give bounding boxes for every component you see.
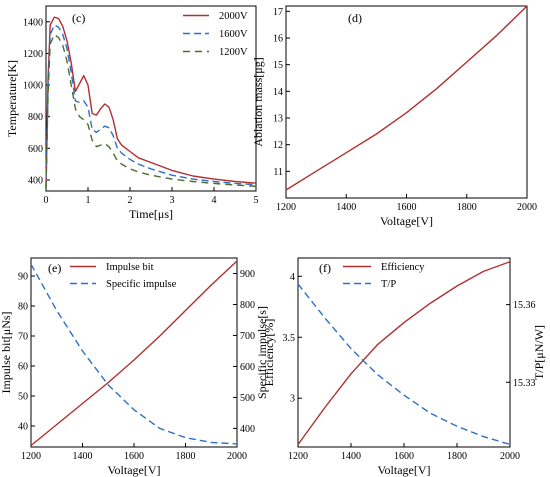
y-tick-label-f: 3 [290,394,295,405]
x-tick-label-c: 5 [254,195,259,206]
x-tick-label-d: 1200 [276,202,296,213]
y-tick-label-d: 16 [273,34,283,45]
x-axis-label-d: Voltage[V] [380,214,433,228]
x-tick-label-f: 1200 [288,451,308,462]
y-tick-label-d: 15 [273,60,283,71]
y-right-tick-label-e: 800 [240,300,255,311]
y-tick-label-e: 90 [18,272,28,283]
x-tick-label-c: 1 [86,195,91,206]
x-tick-label-f: 1600 [394,451,414,462]
series-line-f-0 [297,261,511,446]
x-tick-label-c: 2 [128,195,133,206]
y-tick-label-e: 60 [18,362,28,373]
y-right-tick-label-e: 900 [240,269,255,280]
series-line-d-0 [285,5,528,191]
x-tick-label-e: 2000 [227,451,247,462]
y-tick-label-c: 1400 [23,17,43,28]
panel-d: 1200 1400 1600 1800 2000 11 12 13 14 15 16 17 Voltag… [251,5,537,228]
y-tick-label-c: 400 [28,175,43,186]
plot-frame-d [285,5,528,199]
y-tick-label-d: 17 [273,7,283,18]
x-axis-label-c: Time[μs] [129,207,173,221]
y-tick-label-e: 70 [18,332,28,343]
y-tick-label-d: 13 [273,114,283,125]
panel-label-c: (c) [72,11,85,25]
x-tick-label-c: 0 [44,195,49,206]
legend-entry-e-0: Impulse bit [106,262,154,273]
y-right-tick-label-e: 600 [240,362,255,373]
x-tick-label-d: 1600 [397,202,417,213]
x-tick-label-e: 1600 [124,451,144,462]
y-tick-label-f: 3.5 [283,333,296,344]
y-right-tick-label-f: 15.33 [513,378,536,389]
x-tick-label-d: 1400 [336,202,356,213]
plot-frame-c [45,5,257,192]
y-tick-label-c: 1000 [23,81,43,92]
y-axis-label-d: Ablation mass[μg] [251,57,265,146]
plot-frame-f [297,257,511,448]
y-right-axis-label-e: Specific impulse[s] [255,306,269,399]
panel-label-e: (e) [48,261,61,275]
y-right-tick-label-f: 15.36 [513,300,536,311]
x-axis-label-f: Voltage[V] [377,463,430,477]
y-tick-label-c: 600 [28,144,43,155]
x-tick-label-e: 1800 [176,451,196,462]
legend-entry-e-1: Specific impulse [106,279,177,290]
y-tick-label-e: 50 [18,392,28,403]
series-line-c-1 [45,24,257,188]
series-line-e-0 [30,260,238,447]
y-tick-label-f: 4 [290,272,295,283]
y-axis-label-c: Temperature[K] [5,60,19,137]
panel-label-f: (f) [319,261,331,275]
series-line-e-1 [30,263,238,445]
panel-label-d: (d) [348,11,362,25]
y-axis-label-f: Efficiency[%] [262,319,276,387]
legend-entry-c-2: 1200V [219,47,248,58]
x-tick-label-e: 1400 [73,451,93,462]
y-right-tick-label-e: 700 [240,331,255,342]
y-right-tick-label-e: 400 [240,424,255,435]
y-tick-label-d: 11 [273,167,283,178]
legend-entry-f-1: T/P [381,279,396,290]
x-tick-label-d: 1800 [457,202,477,213]
y-tick-label-e: 40 [18,422,28,433]
x-tick-label-e: 1200 [21,451,41,462]
panel-f: 1200 1400 1600 1800 2000 3 3.5 4 15.33 15.36 Volta… [262,257,546,477]
x-tick-label-f: 1800 [447,451,467,462]
y-axis-label-e: Impulse bit[μNs] [0,311,13,393]
y-tick-label-d: 14 [273,87,283,98]
legend-entry-c-0: 2000V [219,11,248,22]
y-right-tick-label-e: 500 [240,393,255,404]
panel-c: 0 1 2 3 4 5 400 600 800 1000 1200 1400 Time[μs] Tempe… [5,5,259,221]
series-line-c-2 [45,33,257,188]
series-line-f-1 [297,283,511,446]
y-tick-label-e: 80 [18,302,28,313]
y-right-axis-label-f: T/P[μN/W] [532,325,546,380]
y-tick-label-c: 1200 [23,49,43,60]
x-tick-label-f: 1400 [341,451,361,462]
y-tick-label-d: 12 [273,140,283,151]
x-tick-label-d: 2000 [517,202,537,213]
x-tick-label-c: 4 [212,195,217,206]
y-tick-label-c: 800 [28,112,43,123]
legend-entry-f-0: Efficiency [381,262,425,273]
x-tick-label-c: 3 [170,195,175,206]
x-axis-label-e: Voltage[V] [107,463,160,477]
legend-entry-c-1: 1600V [219,29,248,40]
series-line-c-0 [45,16,257,188]
x-tick-label-f: 2000 [500,451,520,462]
panel-e: 1200 1400 1600 1800 2000 40 50 60 70 80 90 400 500 60… [0,257,269,477]
